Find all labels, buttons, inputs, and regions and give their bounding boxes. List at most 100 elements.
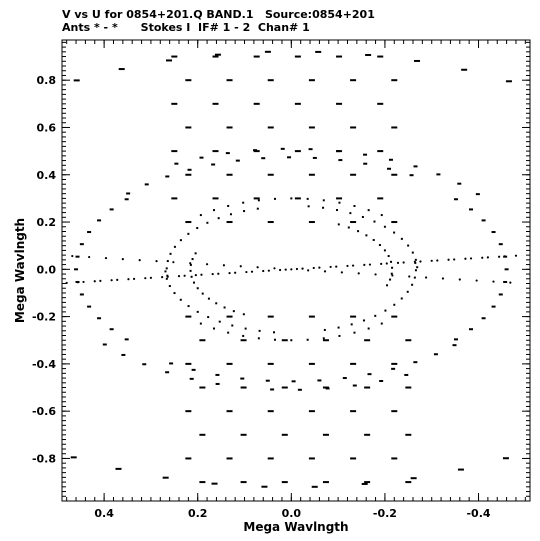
uv-point	[192, 281, 195, 284]
uv-point	[363, 153, 368, 156]
uv-point	[267, 79, 274, 82]
uv-point	[411, 251, 414, 254]
uv-point	[267, 269, 270, 272]
uv-point	[185, 126, 192, 129]
uv-point	[256, 266, 259, 269]
uv-point	[215, 302, 218, 305]
data-points	[65, 50, 518, 488]
uv-point	[452, 344, 457, 347]
uv-point	[350, 79, 357, 82]
uv-point	[212, 197, 219, 200]
uv-point	[405, 386, 412, 389]
uv-point	[388, 158, 393, 161]
uv-point	[367, 373, 372, 376]
uv-point	[116, 278, 119, 281]
uv-point	[322, 206, 325, 209]
y-tick-label: -0.6	[32, 405, 56, 418]
uv-point	[250, 270, 254, 273]
uv-point	[350, 457, 357, 460]
uv-point	[453, 258, 456, 261]
uv-point	[377, 55, 384, 58]
uv-point	[405, 339, 412, 342]
uv-point	[402, 261, 405, 264]
uv-point	[235, 159, 240, 162]
uv-point	[503, 280, 508, 283]
uv-point	[336, 150, 343, 153]
uv-point	[336, 209, 339, 212]
uv-point	[317, 379, 322, 382]
uv-point	[212, 55, 219, 58]
uv-point	[239, 265, 242, 268]
uv-point	[70, 456, 77, 459]
uv-point	[377, 150, 384, 153]
uv-point	[199, 433, 206, 436]
uv-point	[383, 249, 386, 252]
uv-point	[408, 275, 411, 278]
y-tick-label: 0.4	[37, 169, 57, 182]
uv-point	[502, 457, 509, 460]
uv-point	[411, 283, 414, 286]
uv-point	[173, 292, 176, 295]
uv-point	[372, 238, 375, 241]
uv-point	[242, 334, 245, 337]
uv-point	[226, 315, 233, 318]
uv-point	[323, 328, 326, 331]
uv-point	[226, 410, 233, 413]
uv-point	[212, 209, 215, 212]
uv-point	[380, 262, 383, 265]
uv-point	[162, 476, 169, 479]
uv-point	[257, 199, 260, 202]
uv-point	[205, 263, 209, 266]
uv-point	[281, 433, 288, 436]
uv-point	[391, 173, 398, 176]
uv-point	[265, 379, 270, 382]
uv-point	[386, 284, 389, 287]
uv-point	[514, 254, 518, 257]
uv-point	[322, 386, 329, 389]
uv-point	[430, 259, 433, 262]
x-tick-label: -0.2	[373, 507, 397, 520]
uv-point	[161, 276, 164, 279]
uv-point	[387, 167, 392, 170]
uv-point	[416, 266, 419, 269]
uv-point	[199, 322, 202, 325]
uv-point	[308, 79, 315, 82]
uv-point	[82, 280, 85, 284]
uv-point	[253, 102, 260, 105]
uv-point	[240, 481, 247, 484]
uv-point	[165, 175, 170, 178]
uv-point	[290, 339, 293, 342]
uv-point	[453, 338, 458, 341]
uv-point	[364, 481, 371, 484]
uv-point	[222, 264, 226, 267]
uv-point	[374, 273, 377, 276]
uv-point	[464, 257, 467, 260]
uv-point	[212, 327, 215, 330]
uv-point	[413, 165, 418, 168]
uv-point	[377, 197, 384, 200]
plot-title: V vs U for 0854+201.Q BAND.1 Source:0854…	[62, 8, 375, 21]
uv-point	[132, 277, 136, 280]
uv-point	[396, 261, 400, 264]
uv-point	[240, 377, 245, 380]
uv-point	[185, 79, 192, 82]
uv-point	[491, 305, 496, 308]
uv-point	[367, 327, 370, 330]
uv-point	[419, 260, 422, 263]
uv-point	[336, 55, 343, 58]
uv-point	[425, 276, 428, 279]
uv-point	[391, 315, 398, 318]
uv-point	[215, 382, 220, 385]
uv-point	[468, 208, 473, 211]
uv-point	[270, 388, 275, 391]
uv-point	[383, 225, 386, 228]
uv-point	[353, 204, 356, 207]
uv-point	[171, 55, 178, 58]
uv-point	[357, 272, 360, 275]
uv-point	[273, 197, 276, 200]
uv-point	[211, 163, 216, 166]
uv-point	[308, 126, 315, 129]
axes: 0.4 0.2 0.0 -0.2 -0.4 0.8 0.6 0.4 0.2 0.0 -0.2 -0.4…	[32, 40, 530, 520]
uv-point	[240, 433, 247, 436]
uv-point	[97, 317, 102, 320]
